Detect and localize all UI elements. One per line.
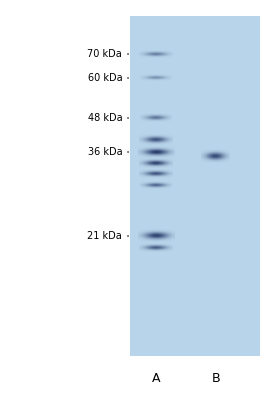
Text: B: B	[211, 372, 220, 385]
Text: 48 kDa: 48 kDa	[88, 113, 122, 123]
Bar	[130, 16, 260, 356]
Text: 21 kDa: 21 kDa	[87, 231, 122, 241]
Text: A: A	[152, 372, 160, 385]
Text: 70 kDa: 70 kDa	[87, 49, 122, 59]
Text: 60 kDa: 60 kDa	[88, 73, 122, 83]
Text: 36 kDa: 36 kDa	[88, 147, 122, 157]
